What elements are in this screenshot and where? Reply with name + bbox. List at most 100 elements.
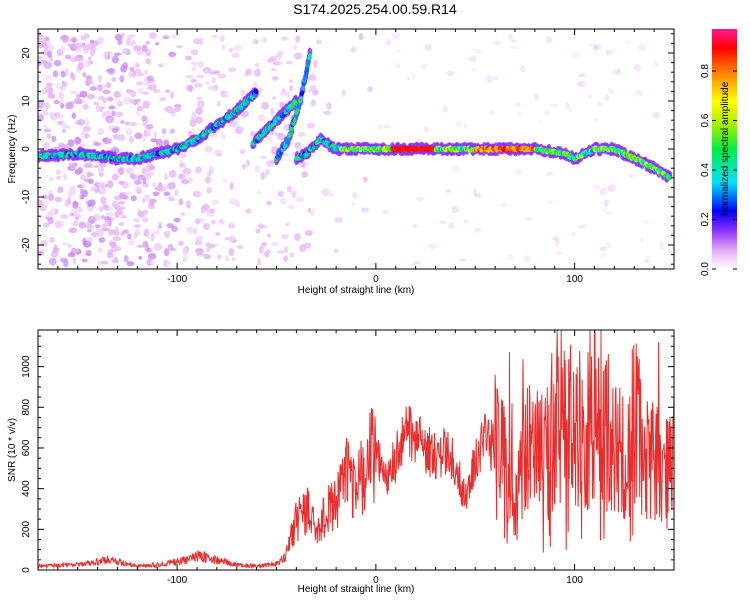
spectrogram-speckle <box>43 142 50 150</box>
spectrogram-speckle <box>129 135 134 144</box>
spectrogram-speckle <box>260 242 268 246</box>
spectrogram-speckle <box>670 230 674 236</box>
spectrogram-speckle <box>46 133 52 139</box>
spectrogram-speckle <box>39 204 47 212</box>
spectrogram-speckle <box>135 81 144 86</box>
spectrogram-speckle <box>283 255 289 262</box>
spectrogram-speckle <box>153 130 158 138</box>
spectrogram-speckle <box>74 97 82 105</box>
spectrogram-speckle <box>181 247 189 256</box>
spectrogram-speckle <box>274 132 282 136</box>
spectrogram-speckle <box>208 166 215 175</box>
spectrogram-speckle <box>209 131 217 138</box>
spectrogram-speckle <box>60 70 66 78</box>
spectrogram-speckle <box>195 235 204 242</box>
spectrogram-speckle <box>281 36 288 41</box>
spectrogram-speckle <box>463 219 469 224</box>
spectrogram-speckle <box>72 36 76 43</box>
spectrogram-speckle <box>424 43 433 51</box>
spectrogram-speckle <box>77 166 84 174</box>
spectrogram-ridge-core <box>305 67 310 72</box>
spectrogram-ridge-core <box>306 60 311 66</box>
spectrogram-y-tick-label: 0 <box>21 146 32 152</box>
spectrogram-speckle <box>202 223 210 231</box>
spectrogram-speckle <box>406 75 411 81</box>
spectrogram-speckle <box>506 254 515 261</box>
spectrogram-speckle <box>458 258 467 262</box>
spectrogram-speckle <box>158 63 165 68</box>
spectrogram-speckle <box>475 228 481 232</box>
spectrogram-speckle <box>121 32 126 37</box>
spectrogram-ridge-core <box>667 175 672 181</box>
spectrogram-speckle <box>658 241 666 250</box>
spectrogram-speckle <box>593 118 598 123</box>
spectrogram-speckle <box>211 200 220 205</box>
colorbar-label: Normalized spectral amplitude <box>720 81 731 216</box>
spectrogram-speckle <box>138 255 143 260</box>
spectrogram-speckle <box>146 75 154 82</box>
spectrogram-ridge-core <box>301 81 306 87</box>
spectrogram-speckle <box>143 91 149 95</box>
spectrogram-speckle <box>136 72 145 77</box>
spectrogram-speckle <box>642 259 651 263</box>
spectrogram-speckle <box>289 85 294 92</box>
spectrogram-speckle <box>147 204 155 210</box>
spectrogram-speckle <box>133 45 142 52</box>
spectrogram-speckle <box>341 89 346 97</box>
spectrogram-speckle <box>283 123 289 132</box>
colorbar-tick-label: 0.4 <box>700 163 711 177</box>
spectrogram-speckle <box>566 105 574 113</box>
spectrogram-speckle <box>142 177 147 185</box>
spectrogram-speckle <box>105 205 114 212</box>
spectrogram-speckle <box>90 186 98 192</box>
spectrogram-speckle <box>84 33 90 39</box>
snr-y-ticks: 0 200 400 600 800 1000 <box>21 335 674 573</box>
spectrogram-speckle <box>442 105 449 113</box>
spectrogram-speckle <box>143 69 149 75</box>
spectrogram-ridge-core <box>285 139 290 145</box>
spectrogram-x-tick-label: 100 <box>566 274 583 285</box>
spectrogram-speckle <box>95 105 101 111</box>
snr-x-tick-label: 100 <box>566 575 583 586</box>
spectrogram-speckle <box>186 84 194 92</box>
spectrogram-speckle <box>85 75 92 79</box>
spectrogram-speckle <box>142 217 149 223</box>
spectrogram-speckle <box>245 208 252 214</box>
spectrogram-speckle <box>102 97 108 103</box>
spectrogram-speckle <box>113 52 122 56</box>
spectrogram-speckle <box>202 66 211 74</box>
spectrogram-speckle <box>255 228 261 234</box>
spectrogram-speckle <box>82 43 91 51</box>
spectrogram-speckle <box>134 228 141 237</box>
spectrogram-speckle <box>604 94 609 102</box>
spectrogram-speckle <box>210 219 217 225</box>
spectrogram-speckle <box>294 233 301 241</box>
spectrogram-speckle <box>44 85 52 93</box>
spectrogram-speckle <box>420 64 427 70</box>
spectrogram-speckle <box>236 126 245 131</box>
spectrogram-speckle <box>180 179 190 184</box>
spectrogram-speckle <box>333 248 339 254</box>
spectrogram-speckle <box>600 246 607 252</box>
spectrogram-speckle <box>163 173 168 181</box>
spectrogram-speckle <box>43 110 49 116</box>
spectrogram-speckle <box>142 240 149 248</box>
spectrogram-speckle <box>70 90 79 95</box>
spectrogram-speckle <box>391 31 401 40</box>
spectrogram-speckle <box>177 240 184 247</box>
spectrogram-speckle <box>261 101 270 110</box>
spectrogram-speckle <box>604 210 612 215</box>
spectrogram-ridge-core <box>288 132 293 137</box>
spectrogram-speckle <box>382 209 389 215</box>
spectrogram-speckle <box>130 195 137 202</box>
spectrogram-speckle <box>511 45 518 50</box>
spectrogram-speckle <box>307 122 316 129</box>
spectrogram-speckle <box>604 242 612 248</box>
spectrogram-speckle <box>383 125 390 129</box>
spectrogram-speckle <box>38 55 44 60</box>
spectrogram-speckle <box>100 196 107 205</box>
spectrogram-y-label: Frequency (Hz) <box>7 115 18 184</box>
spectrogram-speckle <box>448 222 455 230</box>
spectrogram-speckle <box>272 96 277 100</box>
spectrogram-speckle <box>233 44 242 52</box>
